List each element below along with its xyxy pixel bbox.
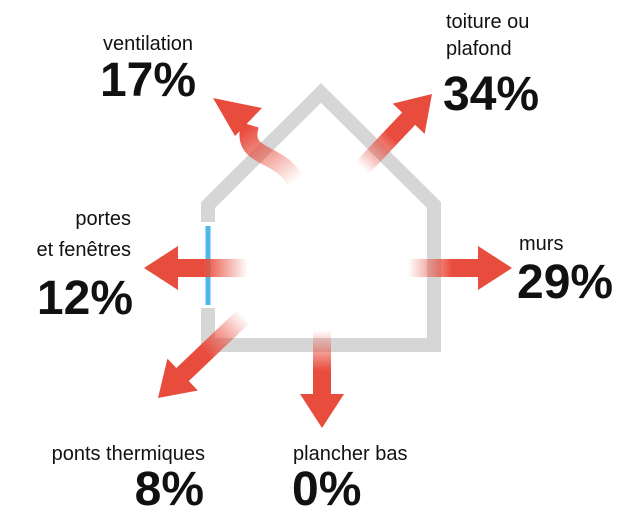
arrow-shaft <box>174 259 248 277</box>
label: toiture ou <box>446 11 529 33</box>
arrow-head <box>144 246 178 290</box>
percent: 8% <box>135 463 204 509</box>
ventilation-arrow-head <box>213 98 262 136</box>
arrow <box>144 246 248 290</box>
label: portes <box>75 208 131 230</box>
label: ponts thermiques <box>52 443 205 465</box>
arrow <box>408 246 512 290</box>
label: plancher bas <box>293 443 408 465</box>
arrow <box>355 93 433 175</box>
arrow-head <box>158 358 198 399</box>
percent: 12% <box>37 272 133 325</box>
arrow-shaft <box>173 309 251 384</box>
percent: 0% <box>292 463 361 509</box>
percent: 29% <box>517 256 613 309</box>
arrow-shaft <box>355 109 418 175</box>
arrow-shaft <box>313 330 331 398</box>
percent: 34% <box>443 68 539 121</box>
arrow-shaft <box>408 259 482 277</box>
ventilation-arrow-shaft <box>239 122 305 187</box>
arrow <box>300 330 344 428</box>
arrow-head <box>300 394 344 428</box>
label: plafond <box>446 38 512 60</box>
arrows <box>144 93 512 428</box>
label: murs <box>519 233 563 255</box>
label: ventilation <box>103 33 193 55</box>
percent: 17% <box>100 54 196 107</box>
arrow-head <box>478 246 512 290</box>
label: et fenêtres <box>36 239 131 261</box>
arrow-head <box>392 93 433 134</box>
arrow <box>158 309 251 399</box>
